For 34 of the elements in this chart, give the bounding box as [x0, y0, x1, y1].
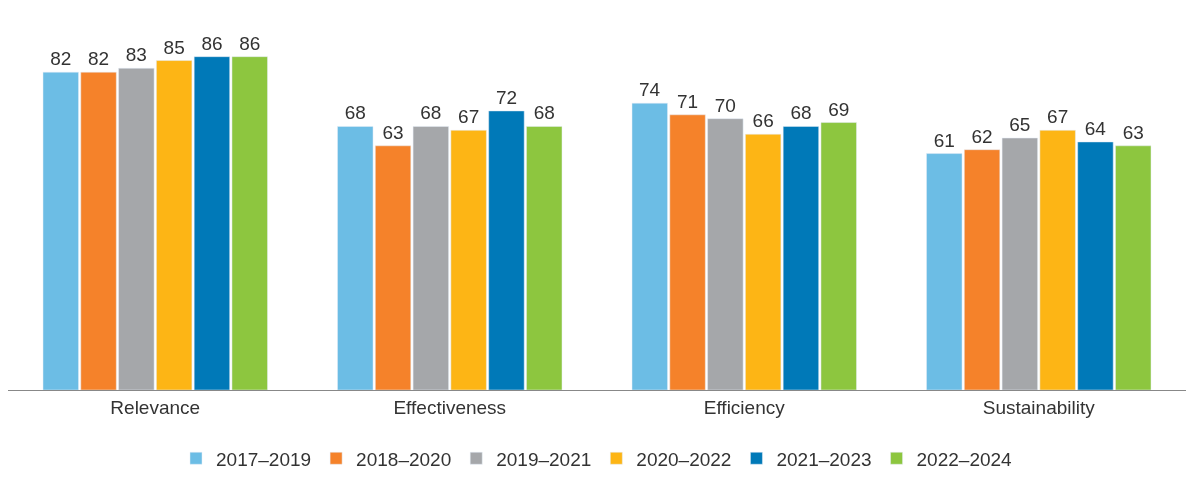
data-label: 82	[87, 48, 110, 70]
legend-label: 2020–2022	[636, 448, 732, 470]
legend-label: 2019–2021	[496, 448, 592, 470]
data-label: 83	[125, 44, 147, 66]
legend-label: 2022–2024	[916, 448, 1013, 470]
data-label: 71	[676, 90, 699, 112]
data-label: 85	[163, 36, 185, 58]
legend-label: 2021–2023	[776, 448, 872, 470]
data-label: 68	[344, 102, 366, 124]
data-label: 70	[714, 94, 736, 116]
data-label: 68	[420, 102, 442, 124]
x-tick-label: Relevance	[110, 396, 201, 418]
x-tick-label: Sustainability	[982, 396, 1096, 418]
data-label: 86	[239, 32, 261, 54]
legend-label: 2018–2020	[356, 448, 452, 470]
legend-label: 2017–2019	[216, 448, 312, 470]
data-label: 65	[1009, 114, 1031, 136]
data-label: 63	[382, 121, 404, 143]
data-label: 68	[790, 102, 812, 124]
data-label: 61	[933, 129, 955, 151]
data-label: 66	[752, 110, 774, 132]
data-label: 68	[533, 102, 555, 124]
data-label: 82	[50, 48, 72, 70]
data-label: 63	[1122, 121, 1144, 143]
x-tick-label: Effectiveness	[393, 396, 507, 418]
data-label: 72	[495, 86, 518, 108]
data-label: 64	[1084, 117, 1107, 139]
data-label: 62	[971, 125, 993, 147]
data-label: 69	[828, 98, 850, 120]
x-tick-label: Efficiency	[703, 396, 786, 418]
data-label: 67	[458, 106, 480, 128]
data-label: 86	[201, 32, 223, 54]
data-label: 74	[638, 79, 661, 101]
data-label: 67	[1047, 106, 1069, 128]
